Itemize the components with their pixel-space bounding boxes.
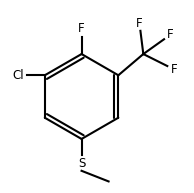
Text: Cl: Cl xyxy=(12,69,24,82)
Text: S: S xyxy=(78,157,85,170)
Text: F: F xyxy=(78,22,85,36)
Text: F: F xyxy=(167,28,174,41)
Text: F: F xyxy=(136,17,143,30)
Text: F: F xyxy=(171,63,178,76)
